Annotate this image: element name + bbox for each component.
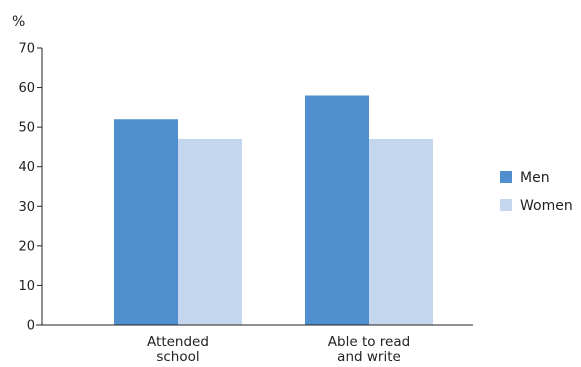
y-axis-unit-label: % — [12, 14, 25, 30]
y-tick-label: 0 — [27, 319, 35, 334]
legend-swatch-men — [500, 171, 512, 183]
bar-men — [305, 95, 369, 325]
x-category-label: school — [156, 349, 199, 365]
y-tick-label: 70 — [18, 42, 35, 57]
bars-group — [114, 95, 433, 325]
legend-label-women: Women — [520, 198, 573, 214]
y-ticks-group: 0 10 20 30 40 50 60 70 — [18, 42, 42, 334]
bar-women — [369, 139, 433, 325]
legend-swatch-women — [500, 199, 512, 211]
y-tick-label: 40 — [18, 160, 35, 175]
y-tick-label: 50 — [18, 121, 35, 136]
y-tick-label: 30 — [18, 200, 35, 215]
x-category-label: Able to read — [328, 334, 410, 350]
legend-label-men: Men — [520, 170, 550, 186]
y-tick-label: 10 — [18, 279, 35, 294]
bar-women — [178, 139, 242, 325]
y-tick-label: 20 — [18, 239, 35, 254]
x-category-label: Attended — [147, 334, 209, 350]
x-category-label: and write — [337, 349, 401, 365]
bar-men — [114, 119, 178, 325]
y-tick-label: 60 — [18, 81, 35, 96]
legend: Men Women — [500, 170, 573, 214]
